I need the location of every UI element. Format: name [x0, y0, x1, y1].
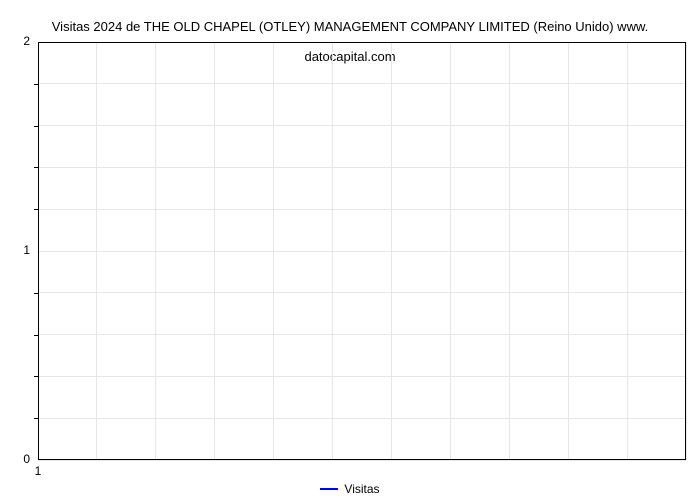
y-minor-tick — [34, 376, 38, 377]
y-tick-label: 2 — [6, 34, 30, 48]
legend-line — [320, 488, 338, 490]
y-minor-tick — [34, 126, 38, 127]
legend: Visitas — [0, 482, 700, 496]
y-minor-tick — [34, 335, 38, 336]
x-tick-label: 1 — [26, 464, 50, 478]
y-minor-tick — [34, 84, 38, 85]
plot-border — [38, 42, 686, 460]
legend-label: Visitas — [344, 482, 379, 496]
y-minor-tick — [34, 293, 38, 294]
y-minor-tick — [34, 418, 38, 419]
y-minor-tick — [34, 209, 38, 210]
y-minor-tick — [34, 167, 38, 168]
chart-container: Visitas 2024 de THE OLD CHAPEL (OTLEY) M… — [0, 0, 700, 500]
plot-area — [38, 42, 686, 460]
y-tick-label: 1 — [6, 243, 30, 257]
chart-title-line1: Visitas 2024 de THE OLD CHAPEL (OTLEY) M… — [52, 19, 649, 34]
